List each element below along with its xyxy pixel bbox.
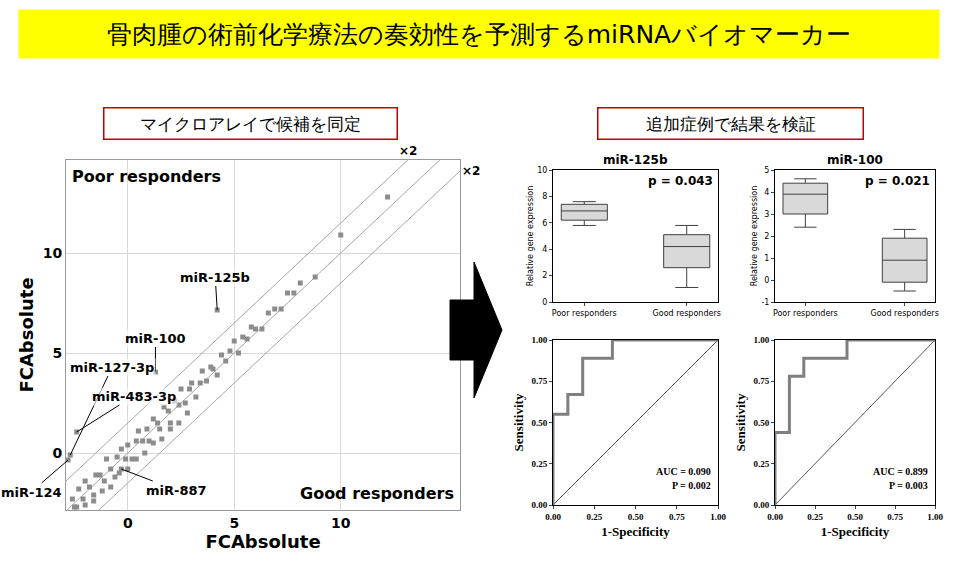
svg-text:p = 0.043: p = 0.043 <box>648 174 713 188</box>
svg-text:Good responders: Good responders <box>653 309 721 318</box>
svg-text:1.00: 1.00 <box>710 512 726 522</box>
svg-text:0.75: 0.75 <box>531 376 547 386</box>
svg-text:0.75: 0.75 <box>753 376 769 386</box>
svg-text:Sensitivity: Sensitivity <box>511 393 526 451</box>
svg-text:1.00: 1.00 <box>753 335 769 345</box>
svg-text:追加症例で結果を検証: 追加症例で結果を検証 <box>646 114 816 134</box>
svg-text:0.00: 0.00 <box>753 500 769 510</box>
svg-text:miR-124: miR-124 <box>1 485 62 500</box>
svg-text:miR-125b: miR-125b <box>603 153 668 167</box>
svg-text:8: 8 <box>542 192 547 201</box>
svg-text:0.75: 0.75 <box>887 512 903 522</box>
svg-text:0.25: 0.25 <box>807 512 823 522</box>
svg-text:0.00: 0.00 <box>545 512 561 522</box>
svg-text:マイクロアレイで候補を同定: マイクロアレイで候補を同定 <box>140 114 361 134</box>
svg-text:0.50: 0.50 <box>847 512 863 522</box>
svg-text:10: 10 <box>537 166 547 175</box>
svg-text:5: 5 <box>764 166 769 175</box>
svg-text:miR-100: miR-100 <box>827 153 883 167</box>
svg-text:0.00: 0.00 <box>531 500 547 510</box>
svg-text:×2: ×2 <box>399 144 417 158</box>
svg-text:miR-887: miR-887 <box>146 483 207 498</box>
svg-text:miR-100: miR-100 <box>125 331 186 346</box>
svg-text:Sensitivity: Sensitivity <box>733 393 748 451</box>
svg-text:FCAbsolute: FCAbsolute <box>16 277 37 392</box>
svg-text:0: 0 <box>123 515 133 531</box>
svg-text:0.75: 0.75 <box>669 512 685 522</box>
svg-text:1.00: 1.00 <box>531 335 547 345</box>
svg-text:0: 0 <box>52 445 62 461</box>
svg-text:5: 5 <box>229 515 239 531</box>
svg-text:0: 0 <box>542 298 547 307</box>
svg-text:Poor responders: Poor responders <box>773 309 838 318</box>
svg-text:×2: ×2 <box>462 164 480 178</box>
svg-text:FCAbsolute: FCAbsolute <box>205 531 320 552</box>
svg-text:miR-483-3p: miR-483-3p <box>92 389 176 404</box>
svg-text:Good responders: Good responders <box>300 484 454 503</box>
svg-text:-1: -1 <box>761 298 769 307</box>
svg-text:1.00: 1.00 <box>927 512 943 522</box>
svg-text:P = 0.002: P = 0.002 <box>672 480 711 491</box>
svg-text:1: 1 <box>764 254 769 263</box>
svg-text:骨肉腫の術前化学療法の奏効性を予測するmiRNAバイオマーカ: 骨肉腫の術前化学療法の奏効性を予測するmiRNAバイオマーカー <box>107 20 851 49</box>
svg-text:Relative gene expression: Relative gene expression <box>526 186 535 287</box>
svg-text:5: 5 <box>52 345 62 361</box>
svg-text:miR-125b: miR-125b <box>180 270 250 285</box>
svg-text:Poor responders: Poor responders <box>552 309 617 318</box>
svg-text:1-Specificity: 1-Specificity <box>601 524 670 539</box>
svg-text:4: 4 <box>542 245 547 254</box>
svg-text:Poor responders: Poor responders <box>72 167 221 186</box>
svg-text:2: 2 <box>764 232 769 241</box>
svg-text:0.25: 0.25 <box>586 512 602 522</box>
svg-text:0.25: 0.25 <box>531 459 547 469</box>
svg-text:Good responders: Good responders <box>871 309 939 318</box>
svg-text:P = 0.003: P = 0.003 <box>889 480 928 491</box>
svg-text:0: 0 <box>764 276 769 285</box>
svg-text:4: 4 <box>764 188 769 197</box>
svg-text:10: 10 <box>331 515 351 531</box>
svg-text:p = 0.021: p = 0.021 <box>865 174 930 188</box>
svg-text:0.25: 0.25 <box>753 459 769 469</box>
svg-text:2: 2 <box>542 271 547 280</box>
svg-text:0.00: 0.00 <box>767 512 783 522</box>
svg-text:AUC = 0.090: AUC = 0.090 <box>656 466 711 477</box>
svg-text:10: 10 <box>43 245 63 261</box>
svg-text:0.50: 0.50 <box>753 418 769 428</box>
svg-text:1-Specificity: 1-Specificity <box>821 524 890 539</box>
svg-text:0.50: 0.50 <box>628 512 644 522</box>
svg-text:miR-127-3p: miR-127-3p <box>70 360 154 375</box>
svg-text:AUC = 0.899: AUC = 0.899 <box>873 466 928 477</box>
svg-text:3: 3 <box>764 210 769 219</box>
svg-text:6: 6 <box>542 219 547 228</box>
svg-text:0.50: 0.50 <box>531 418 547 428</box>
svg-text:Relative gene expression: Relative gene expression <box>750 186 759 287</box>
